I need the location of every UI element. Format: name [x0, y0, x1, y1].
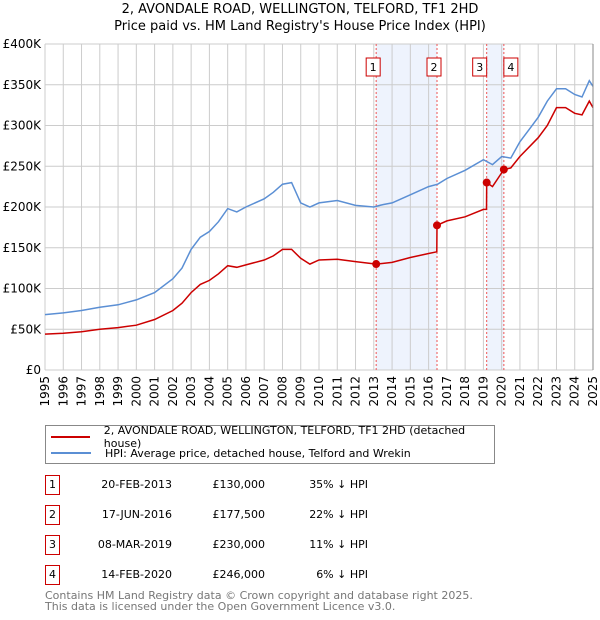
footer-line: Contains HM Land Registry data © Crown c… — [45, 589, 473, 602]
sale-point — [499, 165, 508, 174]
series-line — [44, 99, 594, 335]
legend-label: HPI: Average price, detached house, Telf… — [105, 446, 411, 460]
sale-point — [482, 178, 491, 187]
chart-title: 2, AVONDALE ROAD, WELLINGTON, TELFORD, T… — [121, 2, 479, 17]
legend-label: 2, AVONDALE ROAD, WELLINGTON, TELFORD, T… — [103, 424, 466, 450]
x-tick-label: 2006 — [239, 376, 253, 407]
x-tick-label: 1995 — [38, 376, 52, 407]
x-tick-label: 2024 — [568, 376, 582, 407]
sale-date: 14-FEB-2020 — [101, 568, 172, 581]
legend-item-hpi: HPI: Average price, detached house, Telf… — [46, 445, 411, 461]
chart-subtitle: Price paid vs. HM Land Registry's House … — [114, 19, 486, 34]
legend-swatch-red — [51, 436, 90, 438]
y-tick-label: £400K — [3, 37, 43, 51]
sale-marker-label: 4 — [507, 61, 514, 74]
y-tick-label: £300K — [3, 119, 43, 133]
x-tick-label: 2010 — [312, 376, 326, 407]
sale-row: 4 14-FEB-2020 £246,000 6% ↓ HPI — [45, 565, 495, 585]
sale-marker-box — [503, 57, 519, 77]
x-tick-label: 2007 — [257, 376, 271, 407]
y-tick-label: £350K — [3, 78, 43, 92]
sale-price: £246,000 — [212, 568, 266, 581]
sale-marker-label: 2 — [431, 61, 438, 74]
y-tick-label: £250K — [3, 159, 43, 173]
x-tick-label: 2005 — [221, 376, 235, 407]
sale-marker-box — [365, 57, 381, 77]
legend-item-property: 2, AVONDALE ROAD, WELLINGTON, TELFORD, T… — [46, 424, 494, 450]
sale-marker-box — [426, 57, 442, 77]
y-tick-label: £150K — [3, 241, 43, 255]
sale-hpi-diff: 6% ↓ HPI — [316, 568, 368, 581]
x-tick-label: 2022 — [531, 376, 545, 407]
sale-price: £177,500 — [212, 508, 266, 521]
x-tick-label: 2025 — [586, 376, 600, 407]
y-tick-label: £200K — [3, 200, 43, 214]
legend: 2, AVONDALE ROAD, WELLINGTON, TELFORD, T… — [45, 424, 495, 464]
sale-date: 17-JUN-2016 — [101, 508, 172, 521]
footer-line: This data is licensed under the Open Gov… — [45, 600, 396, 613]
y-tick-label: £50K — [10, 322, 42, 336]
x-tick-label: 1997 — [75, 376, 89, 407]
x-tick-label: 2004 — [202, 376, 216, 407]
sale-hpi-diff: 35% ↓ HPI — [309, 478, 368, 491]
sale-point — [372, 260, 381, 269]
x-tick-label: 2015 — [403, 376, 417, 407]
x-tick-label: 2021 — [513, 376, 527, 407]
sale-marker-label: 3 — [476, 61, 483, 74]
x-tick-label: 2002 — [166, 376, 180, 407]
x-tick-label: 2017 — [440, 376, 454, 407]
x-tick-label: 1999 — [111, 376, 125, 407]
plot-area: £0 £50K £100K £150K £200K £250K £300K £350K £400… — [3, 37, 600, 407]
x-tick-label: 2018 — [458, 376, 472, 407]
x-tick-label: 2011 — [330, 376, 344, 407]
x-tick-label: 2023 — [549, 376, 563, 407]
sale-hpi-diff: 11% ↓ HPI — [309, 538, 368, 551]
sale-price: £230,000 — [212, 538, 266, 551]
series-line — [44, 79, 594, 316]
footer: Contains HM Land Registry data © Crown c… — [45, 590, 473, 612]
x-tick-label: 1996 — [56, 376, 70, 407]
x-tick-label: 2014 — [385, 376, 399, 407]
x-tick-label: 2020 — [495, 376, 509, 407]
sale-row: 3 08-MAR-2019 £230,000 11% ↓ HPI — [45, 535, 495, 555]
x-tick-label: 2013 — [367, 376, 381, 407]
x-tick-label: 2016 — [422, 376, 436, 407]
x-tick-label: 1998 — [93, 376, 107, 407]
sale-number: 2 — [45, 505, 60, 525]
sale-hpi-diff: 22% ↓ HPI — [309, 508, 368, 521]
sale-row: 2 17-JUN-2016 £177,500 22% ↓ HPI — [45, 505, 495, 525]
x-tick-label: 2019 — [476, 376, 490, 407]
sale-date: 20-FEB-2013 — [101, 478, 172, 491]
sale-date: 08-MAR-2019 — [97, 538, 172, 551]
y-tick-label: £100K — [3, 282, 43, 296]
x-tick-label: 2003 — [184, 376, 198, 407]
sale-number: 4 — [45, 565, 60, 585]
sale-row: 1 20-FEB-2013 £130,000 35% ↓ HPI — [45, 475, 495, 495]
x-tick-label: 2009 — [294, 376, 308, 407]
sale-price: £130,000 — [212, 478, 266, 491]
sale-number: 3 — [45, 535, 60, 555]
legend-swatch-blue — [51, 452, 91, 454]
sale-marker-label: 1 — [370, 61, 377, 74]
x-tick-label: 2000 — [129, 376, 143, 407]
sale-marker-box — [472, 57, 488, 77]
y-tick-label: £0 — [26, 363, 41, 377]
x-tick-label: 2008 — [275, 376, 289, 407]
sale-point — [433, 221, 442, 230]
x-tick-label: 2012 — [349, 376, 363, 407]
x-tick-label: 2001 — [148, 376, 162, 407]
sale-number: 1 — [45, 475, 60, 495]
